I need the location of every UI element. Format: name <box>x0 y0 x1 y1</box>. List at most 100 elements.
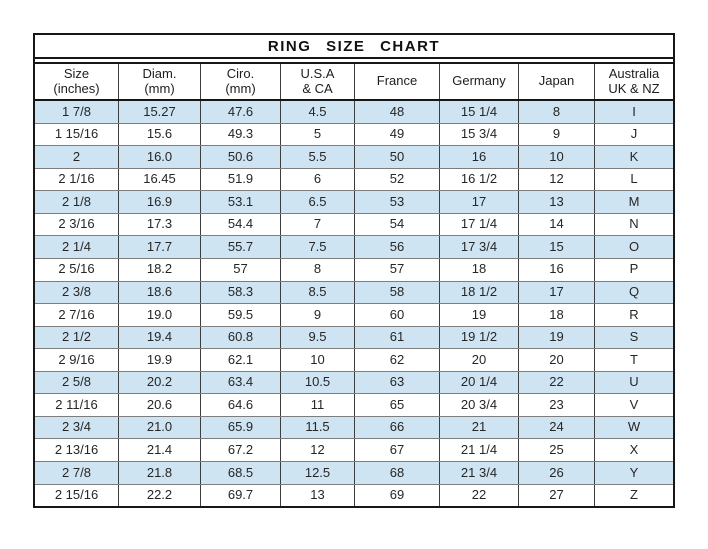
cell: 12 <box>519 168 595 191</box>
cell: 63.4 <box>201 371 281 394</box>
cell: 2 3/8 <box>35 281 119 304</box>
cell: 2 <box>35 146 119 168</box>
cell: 10 <box>281 349 355 371</box>
cell: 20.6 <box>119 394 201 416</box>
cell: 5 <box>281 123 355 146</box>
cell: 64.6 <box>201 394 281 416</box>
cell: 52 <box>355 168 440 191</box>
cell: 68 <box>355 462 440 484</box>
cell: 19 <box>519 326 595 349</box>
cell: Z <box>630 487 638 503</box>
cell: 2 3/4 <box>35 416 119 439</box>
cell: P <box>629 261 639 277</box>
table-row: 2 3/16 17.3 54.4 7 54 17 1/4 14 N <box>35 213 673 237</box>
cell: 15 1/4 <box>440 101 519 123</box>
cell: 21.8 <box>119 462 201 484</box>
cell: 51.9 <box>201 168 281 191</box>
cell: 2 7/16 <box>35 304 119 326</box>
cell: 17.7 <box>119 236 201 258</box>
table-row: 2 3/4 21.0 65.9 11.5 66 21 24 W <box>35 416 673 440</box>
cell: 18.2 <box>119 258 201 281</box>
cell: 16.45 <box>119 168 201 191</box>
cell: 2 1/16 <box>35 168 119 191</box>
cell: 63 <box>355 371 440 394</box>
cell: 8.5 <box>281 281 355 304</box>
cell: 18 <box>519 304 595 326</box>
table-row: 2 1/16 16.45 51.9 6 52 16 1/2 12 L <box>35 168 673 192</box>
cell: 19 <box>440 304 519 326</box>
table-row: 2 3/8 18.6 58.3 8.5 58 18 1/2 17 Q <box>35 281 673 305</box>
table-row: 2 11/16 20.6 64.6 11 65 20 3/4 23 V <box>35 394 673 417</box>
chart-title: RING SIZE CHART <box>35 35 673 59</box>
cell: R <box>629 306 639 322</box>
cell: 2 7/8 <box>35 462 119 484</box>
table-row: 2 16.0 50.6 5.5 50 16 10 K <box>35 146 673 169</box>
cell: 16 <box>440 146 519 168</box>
cell: 2 13/16 <box>35 439 119 461</box>
cell: N <box>629 216 639 232</box>
cell: 17.3 <box>119 213 201 236</box>
cell: 19.0 <box>119 304 201 326</box>
table-row: 2 5/8 20.2 63.4 10.5 63 20 1/4 22 U <box>35 371 673 395</box>
cell: S <box>629 329 639 345</box>
cell: M <box>628 193 640 209</box>
cell: 22.2 <box>119 484 201 507</box>
column-header: Ciro. (mm) <box>201 64 281 99</box>
cell: 2 5/8 <box>35 371 119 394</box>
table-row: 2 13/16 21.4 67.2 12 67 21 1/4 25 X <box>35 439 673 462</box>
cell: I <box>632 103 636 119</box>
cell: 15.6 <box>119 123 201 146</box>
cell: W <box>627 419 641 435</box>
cell: 1 15/16 <box>35 123 119 146</box>
cell: 56 <box>355 236 440 258</box>
cell: 60 <box>355 304 440 326</box>
cell: 69.7 <box>201 484 281 507</box>
cell: 57 <box>355 258 440 281</box>
cell: 20 1/4 <box>440 371 519 394</box>
table-row: 2 1/2 19.4 60.8 9.5 61 19 1/2 19 S <box>35 326 673 350</box>
cell: 21 1/4 <box>440 439 519 461</box>
cell: 24 <box>519 416 595 439</box>
table-row: 1 15/16 15.6 49.3 5 49 15 3/4 9 J <box>35 123 673 147</box>
cell: 16 1/2 <box>440 168 519 191</box>
cell: 18.6 <box>119 281 201 304</box>
cell: 69 <box>355 484 440 507</box>
table-row: 2 1/8 16.9 53.1 6.5 53 17 13 M <box>35 191 673 214</box>
cell: Y <box>629 464 639 480</box>
cell: 2 15/16 <box>35 484 119 507</box>
cell: 20.2 <box>119 371 201 394</box>
cell: 67.2 <box>201 439 281 461</box>
cell: 53 <box>355 191 440 213</box>
cell: 62 <box>355 349 440 371</box>
cell: 19.4 <box>119 326 201 349</box>
cell: 21.4 <box>119 439 201 461</box>
cell: 65 <box>355 394 440 416</box>
cell: 66 <box>355 416 440 439</box>
cell: 25 <box>519 439 595 461</box>
cell: T <box>630 351 638 367</box>
cell: 17 <box>440 191 519 213</box>
cell: 7 <box>281 213 355 236</box>
cell: 21 3/4 <box>440 462 519 484</box>
cell: O <box>628 238 640 254</box>
cell: 65.9 <box>201 416 281 439</box>
cell: 20 <box>440 349 519 371</box>
cell: 16 <box>519 258 595 281</box>
cell: 6.5 <box>281 191 355 213</box>
cell: 50 <box>355 146 440 168</box>
cell: 50.6 <box>201 146 281 168</box>
table-row: 2 9/16 19.9 62.1 10 62 20 20 T <box>35 349 673 372</box>
cell: 23 <box>519 394 595 416</box>
cell: Q <box>628 284 640 299</box>
cell: 47.6 <box>201 101 281 123</box>
cell: 21.0 <box>119 416 201 439</box>
table-row: 2 15/16 22.2 69.7 13 69 22 27 Z <box>35 484 673 507</box>
cell: 9.5 <box>281 326 355 349</box>
cell: 54.4 <box>201 213 281 236</box>
column-header: Japan <box>519 64 595 99</box>
cell: L <box>630 171 638 187</box>
cell: 53.1 <box>201 191 281 213</box>
cell: 19.9 <box>119 349 201 371</box>
cell: 48 <box>355 101 440 123</box>
cell: 12 <box>281 439 355 461</box>
